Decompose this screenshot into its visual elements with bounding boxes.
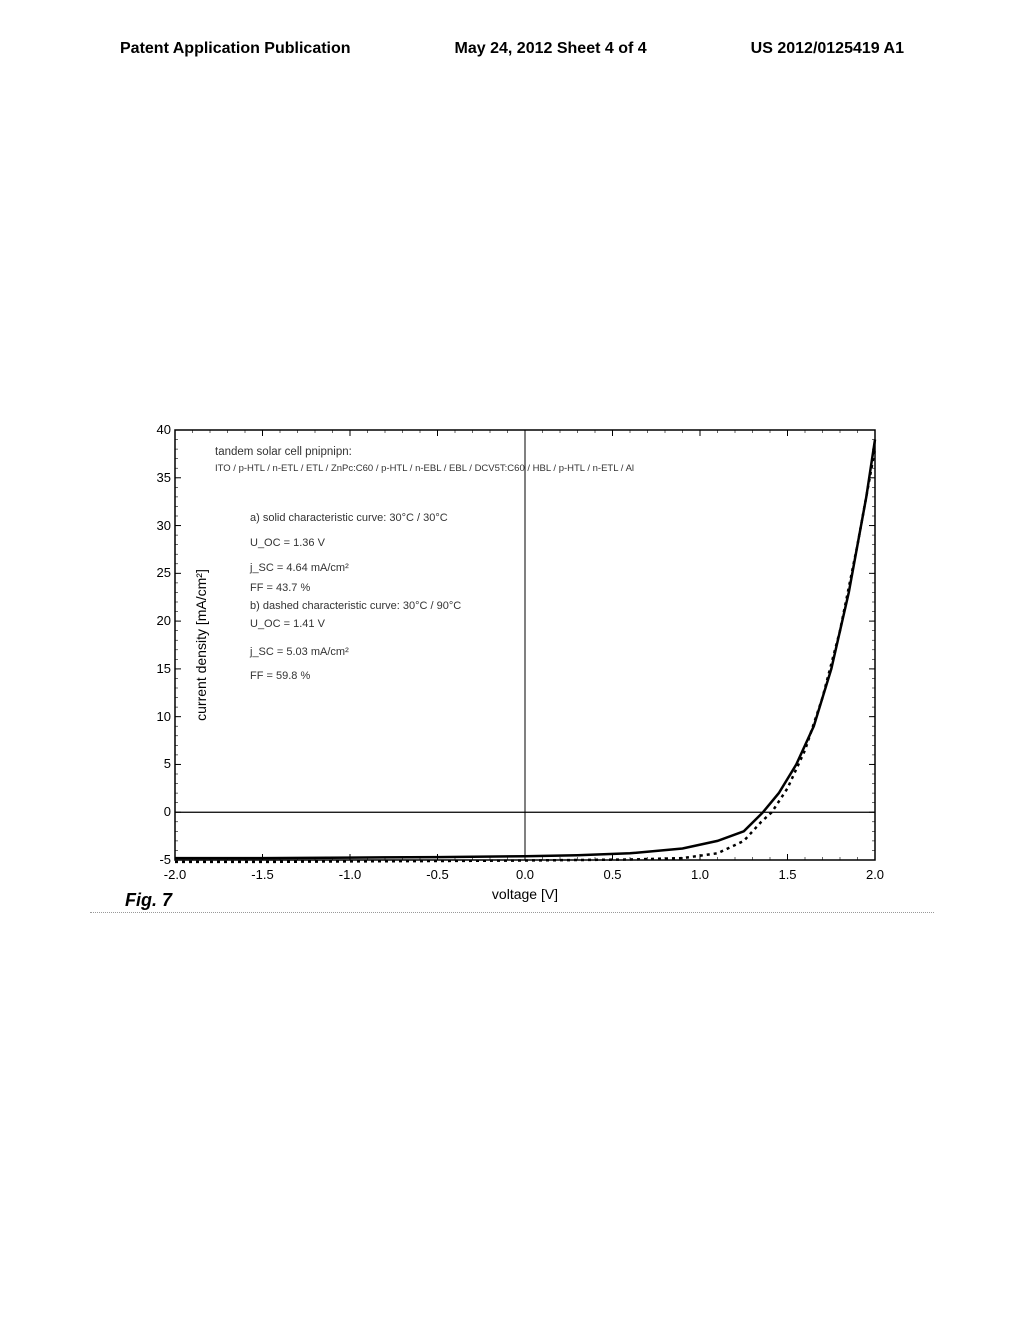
xtick-label: 1.5 xyxy=(778,867,796,882)
annot-b-ff: FF = 59.8 % xyxy=(250,668,310,685)
xtick-label: 0.5 xyxy=(603,867,621,882)
ytick-label: 25 xyxy=(143,565,171,580)
xtick-label: 0.0 xyxy=(516,867,534,882)
ytick-label: 40 xyxy=(143,422,171,437)
annot-a-uoc: U_OC = 1.36 V xyxy=(250,535,325,552)
xtick-label: -0.5 xyxy=(426,867,448,882)
annot-b-label: b) dashed characteristic curve: 30°C / 9… xyxy=(250,598,461,615)
chart-container: current density [mA/cm²] voltage [V] -50… xyxy=(175,430,875,860)
chart-title: tandem solar cell pnipnipn: xyxy=(215,444,352,461)
annot-b-uoc: U_OC = 1.41 V xyxy=(250,616,325,633)
annot-b-jsc: j_SC = 5.03 mA/cm² xyxy=(250,644,349,661)
ytick-label: 0 xyxy=(143,804,171,819)
ytick-label: 10 xyxy=(143,709,171,724)
header-right: US 2012/0125419 A1 xyxy=(751,40,904,58)
header-center: May 24, 2012 Sheet 4 of 4 xyxy=(455,40,647,58)
ytick-label: 30 xyxy=(143,518,171,533)
annot-a-label: a) solid characteristic curve: 30°C / 30… xyxy=(250,510,448,527)
ytick-label: -5 xyxy=(143,852,171,867)
figure-label: Fig. 7 xyxy=(125,890,172,911)
xtick-label: 2.0 xyxy=(866,867,884,882)
xtick-label: -2.0 xyxy=(164,867,186,882)
annot-a-ff: FF = 43.7 % xyxy=(250,580,310,597)
header-left: Patent Application Publication xyxy=(120,40,351,58)
chart-subtitle: ITO / p-HTL / n-ETL / ETL / ZnPc:C60 / p… xyxy=(215,462,634,476)
ytick-label: 15 xyxy=(143,661,171,676)
dotted-separator xyxy=(90,912,934,913)
ytick-label: 5 xyxy=(143,756,171,771)
annot-a-jsc: j_SC = 4.64 mA/cm² xyxy=(250,560,349,577)
y-axis-label: current density [mA/cm²] xyxy=(193,569,209,721)
x-axis-label: voltage [V] xyxy=(492,886,558,902)
xtick-label: 1.0 xyxy=(691,867,709,882)
ytick-label: 35 xyxy=(143,470,171,485)
xtick-label: -1.5 xyxy=(251,867,273,882)
xtick-label: -1.0 xyxy=(339,867,361,882)
ytick-label: 20 xyxy=(143,613,171,628)
